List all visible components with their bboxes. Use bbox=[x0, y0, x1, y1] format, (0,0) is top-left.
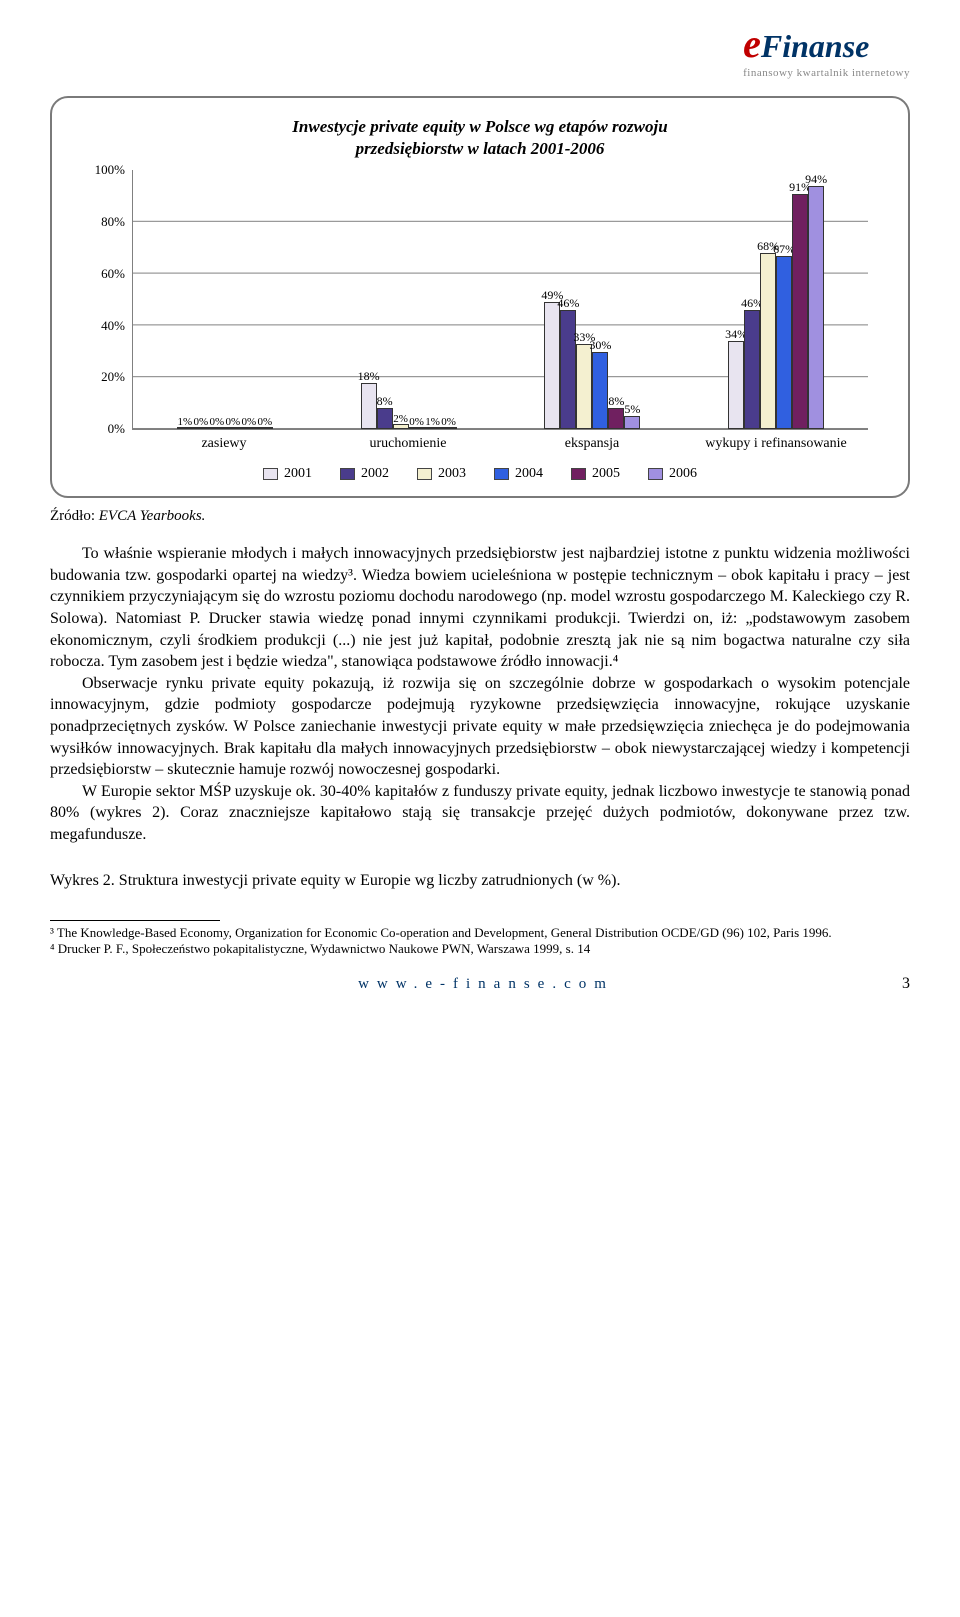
legend-swatch bbox=[494, 468, 509, 480]
legend-label: 2004 bbox=[515, 466, 543, 482]
legend-item: 2006 bbox=[648, 466, 697, 482]
ytick: 20% bbox=[83, 369, 125, 385]
bar-value-label: 0% bbox=[194, 416, 209, 428]
legend-label: 2003 bbox=[438, 466, 466, 482]
ytick: 40% bbox=[83, 318, 125, 334]
legend-swatch bbox=[648, 468, 663, 480]
chart-plot-area: 0% 20% 40% 60% 80% 100% 1%0%0%0%0%0%18%8… bbox=[132, 170, 868, 430]
legend-label: 2001 bbox=[284, 466, 312, 482]
xlabel: ekspansja bbox=[500, 436, 684, 452]
bar: 46% bbox=[560, 310, 576, 429]
footnote-3-text: ³ The Knowledge-Based Economy, Organizat… bbox=[50, 925, 832, 940]
bar: 8% bbox=[377, 408, 393, 429]
legend-swatch bbox=[263, 468, 278, 480]
bar: 5% bbox=[624, 416, 640, 429]
footnote-4: ⁴ Drucker P. F., Społeczeństwo pokapital… bbox=[50, 941, 910, 957]
bar: 30% bbox=[592, 352, 608, 430]
source-label: Źródło: bbox=[50, 508, 99, 524]
logo-tag: finansowy kwartalnik internetowy bbox=[743, 67, 910, 79]
bar: 46% bbox=[744, 310, 760, 429]
bar: 18% bbox=[361, 383, 377, 430]
chart-title: Inwestycje private equity w Polsce wg et… bbox=[82, 116, 878, 160]
bar-value-label: 0% bbox=[441, 416, 456, 428]
footer-url: www.e-finanse.com bbox=[70, 976, 902, 993]
ytick: 60% bbox=[83, 266, 125, 282]
bar-value-label: 30% bbox=[589, 338, 611, 353]
body-para-3: W Europie sektor MŚP uzyskuje ok. 30-40%… bbox=[50, 781, 910, 846]
chart-title-l1: Inwestycje private equity w Polsce wg et… bbox=[292, 117, 667, 136]
body-para-1: To właśnie wspieranie młodych i małych i… bbox=[50, 543, 910, 673]
bar: 33% bbox=[576, 344, 592, 429]
bar: 0% bbox=[225, 427, 241, 429]
legend-label: 2006 bbox=[669, 466, 697, 482]
legend-swatch bbox=[571, 468, 586, 480]
source-value: EVCA Yearbooks. bbox=[99, 508, 206, 524]
xlabel: zasiewy bbox=[132, 436, 316, 452]
bar: 0% bbox=[441, 427, 457, 429]
footnote-3: ³ The Knowledge-Based Economy, Organizat… bbox=[50, 925, 910, 941]
bar: 0% bbox=[241, 427, 257, 429]
bar: 34% bbox=[728, 341, 744, 429]
chart-xlabels: zasiewy uruchomienie ekspansja wykupy i … bbox=[132, 436, 868, 452]
bar-value-label: 1% bbox=[425, 416, 440, 428]
legend-swatch bbox=[417, 468, 432, 480]
bar: 94% bbox=[808, 186, 824, 429]
ytick: 80% bbox=[83, 214, 125, 230]
footnote-4-text: ⁴ Drucker P. F., Społeczeństwo pokapital… bbox=[50, 941, 590, 956]
bar: 91% bbox=[792, 194, 808, 430]
bar-value-label: 8% bbox=[377, 394, 393, 409]
page-footer: www.e-finanse.com 3 bbox=[50, 975, 910, 993]
bar-value-label: 1% bbox=[178, 416, 193, 428]
ytick: 0% bbox=[83, 421, 125, 437]
chart-container: Inwestycje private equity w Polsce wg et… bbox=[50, 96, 910, 498]
bar: 68% bbox=[760, 253, 776, 429]
bar: 8% bbox=[608, 408, 624, 429]
ytick: 100% bbox=[83, 162, 125, 178]
bar-value-label: 18% bbox=[358, 369, 380, 384]
bar-value-label: 2% bbox=[393, 413, 408, 425]
bar-value-label: 0% bbox=[210, 416, 225, 428]
footnote-rule bbox=[50, 920, 220, 921]
legend-item: 2004 bbox=[494, 466, 543, 482]
bar: 0% bbox=[193, 427, 209, 429]
legend-label: 2002 bbox=[361, 466, 389, 482]
bar-value-label: 0% bbox=[409, 416, 424, 428]
figure-caption: Wykres 2. Struktura inwestycji private e… bbox=[50, 872, 910, 890]
bar-value-label: 0% bbox=[242, 416, 257, 428]
logo-e: e bbox=[743, 21, 761, 66]
bar-value-label: 0% bbox=[258, 416, 273, 428]
xlabel: wykupy i refinansowanie bbox=[684, 436, 868, 452]
header-logo: eFinanse finansowy kwartalnik internetow… bbox=[50, 20, 910, 81]
legend-swatch bbox=[340, 468, 355, 480]
bar: 0% bbox=[257, 427, 273, 429]
bar-value-label: 5% bbox=[624, 402, 640, 417]
bar-group: 1%0%0%0%0%0% bbox=[133, 170, 317, 429]
legend-item: 2001 bbox=[263, 466, 312, 482]
legend-item: 2005 bbox=[571, 466, 620, 482]
bar: 49% bbox=[544, 302, 560, 429]
bar: 0% bbox=[409, 427, 425, 429]
bar-value-label: 8% bbox=[608, 394, 624, 409]
legend-item: 2003 bbox=[417, 466, 466, 482]
bar: 0% bbox=[209, 427, 225, 429]
body-para-2: Obserwacje rynku private equity pokazują… bbox=[50, 673, 910, 781]
chart-source: Źródło: EVCA Yearbooks. bbox=[50, 508, 910, 525]
bar-group: 49%46%33%30%8%5% bbox=[501, 170, 685, 429]
xlabel: uruchomienie bbox=[316, 436, 500, 452]
bar-group: 34%46%68%67%91%94% bbox=[684, 170, 868, 429]
bar: 1% bbox=[177, 427, 193, 430]
bar: 2% bbox=[393, 424, 409, 429]
bar-group: 18%8%2%0%1%0% bbox=[317, 170, 501, 429]
bar-value-label: 0% bbox=[226, 416, 241, 428]
logo-rest: Finanse bbox=[761, 28, 869, 64]
bar: 67% bbox=[776, 256, 792, 430]
bar: 1% bbox=[425, 427, 441, 430]
chart-legend: 2001 2002 2003 2004 2005 2006 bbox=[82, 466, 878, 482]
bar-value-label: 94% bbox=[805, 172, 827, 187]
page-number: 3 bbox=[902, 975, 910, 993]
bar-value-label: 46% bbox=[557, 296, 579, 311]
legend-label: 2005 bbox=[592, 466, 620, 482]
chart-title-l2: przedsiębiorstw w latach 2001-2006 bbox=[356, 139, 605, 158]
legend-item: 2002 bbox=[340, 466, 389, 482]
